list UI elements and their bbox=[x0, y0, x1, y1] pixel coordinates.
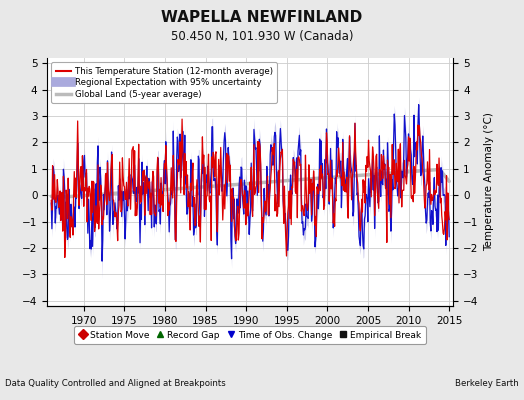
Text: WAPELLA NEWFINLAND: WAPELLA NEWFINLAND bbox=[161, 10, 363, 25]
Text: 50.450 N, 101.930 W (Canada): 50.450 N, 101.930 W (Canada) bbox=[171, 30, 353, 43]
Text: Berkeley Earth: Berkeley Earth bbox=[455, 379, 519, 388]
Legend: Station Move, Record Gap, Time of Obs. Change, Empirical Break: Station Move, Record Gap, Time of Obs. C… bbox=[74, 326, 426, 344]
Y-axis label: Temperature Anomaly (°C): Temperature Anomaly (°C) bbox=[484, 112, 494, 252]
Text: Data Quality Controlled and Aligned at Breakpoints: Data Quality Controlled and Aligned at B… bbox=[5, 379, 226, 388]
Legend: This Temperature Station (12-month average), Regional Expectation with 95% uncer: This Temperature Station (12-month avera… bbox=[51, 62, 277, 103]
